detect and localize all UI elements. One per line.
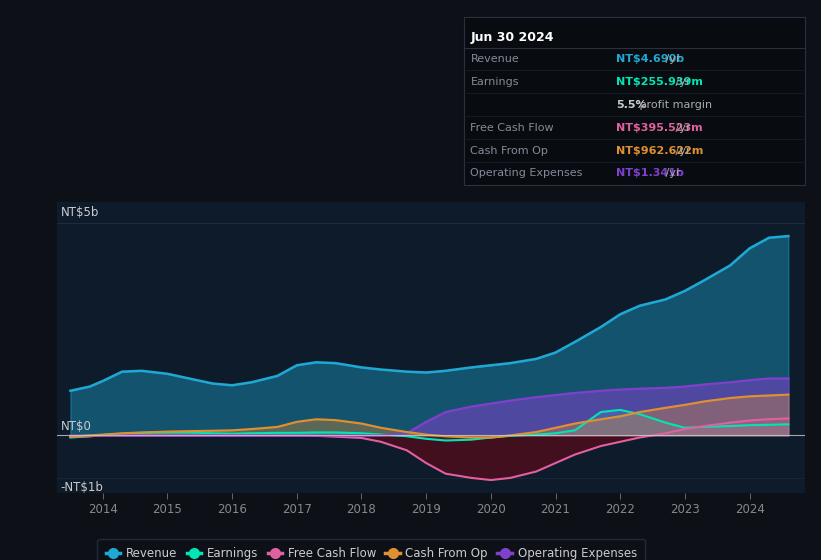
Text: NT$395.523m: NT$395.523m (616, 123, 703, 133)
Text: NT$1.341b: NT$1.341b (616, 169, 684, 179)
Legend: Revenue, Earnings, Free Cash Flow, Cash From Op, Operating Expenses: Revenue, Earnings, Free Cash Flow, Cash … (98, 539, 645, 560)
Text: Revenue: Revenue (470, 54, 519, 64)
Text: NT$5b: NT$5b (61, 207, 99, 220)
Text: -NT$1b: -NT$1b (61, 482, 103, 494)
Text: Jun 30 2024: Jun 30 2024 (470, 31, 554, 44)
Text: Operating Expenses: Operating Expenses (470, 169, 583, 179)
Text: NT$255.939m: NT$255.939m (616, 77, 703, 87)
Text: /yr: /yr (662, 169, 680, 179)
Text: /yr: /yr (672, 77, 690, 87)
Text: NT$0: NT$0 (61, 421, 92, 433)
Text: /yr: /yr (672, 123, 690, 133)
Text: profit margin: profit margin (636, 100, 713, 110)
Text: Earnings: Earnings (470, 77, 519, 87)
Text: 5.5%: 5.5% (616, 100, 646, 110)
Text: /yr: /yr (662, 54, 680, 64)
Text: Free Cash Flow: Free Cash Flow (470, 123, 554, 133)
Text: NT$962.622m: NT$962.622m (616, 146, 703, 156)
Text: NT$4.690b: NT$4.690b (616, 54, 684, 64)
Text: Cash From Op: Cash From Op (470, 146, 548, 156)
Text: /yr: /yr (672, 146, 690, 156)
